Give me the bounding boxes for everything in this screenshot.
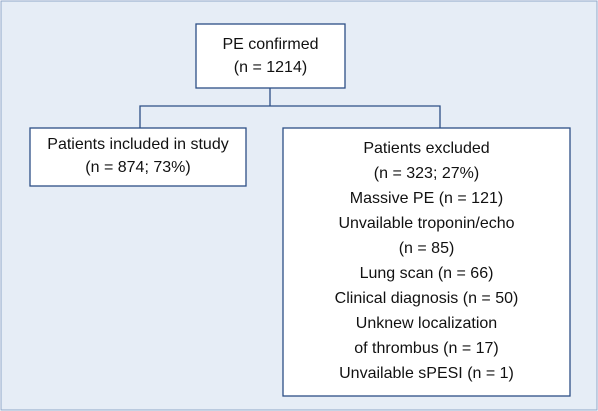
node-text: of thrombus (n = 17) [354,340,499,357]
node-text: Clinical diagnosis (n = 50) [335,290,519,307]
node-text: Unvailable sPESI (n = 1) [339,365,514,382]
node-text: (n = 85) [399,240,455,257]
node-text: Unknew localization [356,315,497,332]
connector [139,105,441,128]
node-text: PE confirmed [222,36,318,53]
node-text: Unvailable troponin/echo [338,215,514,232]
node-text: Massive PE (n = 121) [350,190,503,207]
node-box [282,127,571,397]
node-text: (n = 874; 73%) [85,159,190,176]
node-box [29,127,247,187]
node-text: Patients included in study [47,136,228,153]
node-box [195,23,346,89]
node-text: (n = 323; 27%) [374,165,479,182]
node-labels: PE confirmed (n = 1214) Patients included … [47,36,518,382]
node-text: Patients excluded [363,140,489,157]
node-text: (n = 1214) [234,59,307,76]
node-text: Lung scan (n = 66) [360,265,494,282]
